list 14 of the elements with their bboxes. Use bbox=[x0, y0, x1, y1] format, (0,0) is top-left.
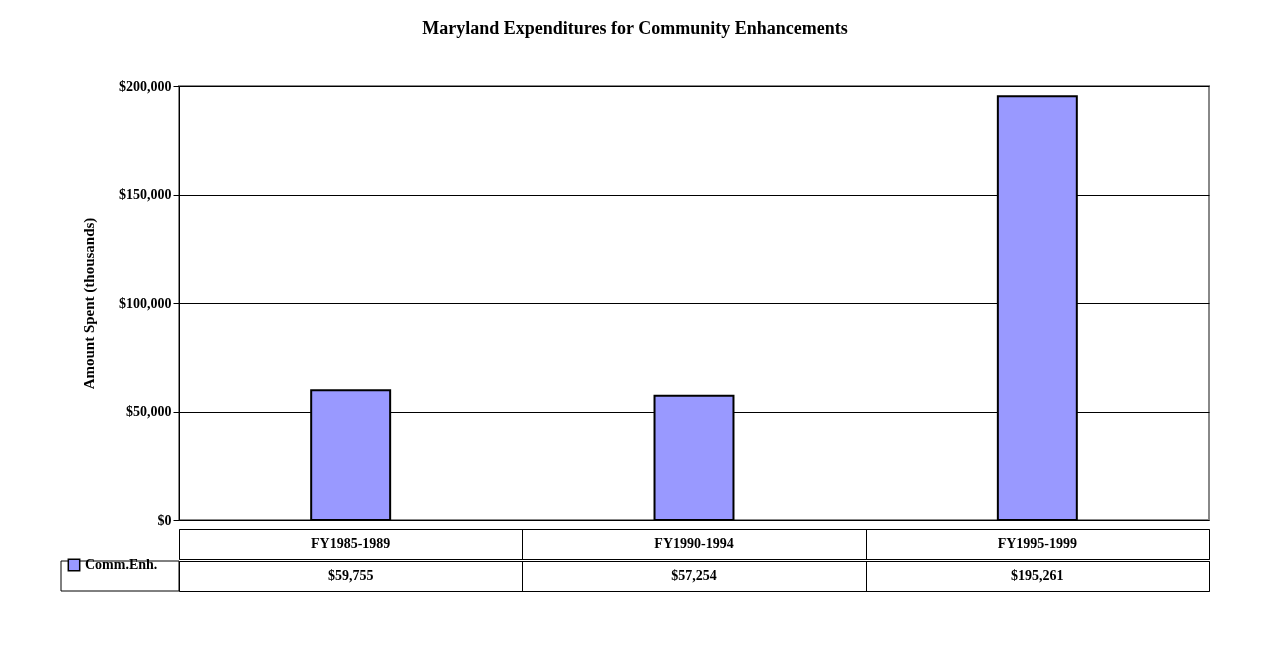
chart-title: Maryland Expenditures for Community Enhancements bbox=[422, 18, 848, 38]
y-tick-label: $150,000 bbox=[119, 187, 172, 202]
y-tick-label: $200,000 bbox=[119, 78, 172, 94]
y-axis-title: Amount Spent (thousands) bbox=[81, 217, 98, 390]
y-tick-label: $100,000 bbox=[119, 295, 172, 311]
data-label: $59,755 bbox=[327, 568, 374, 583]
x-tick-label: FY1990-1994 bbox=[654, 536, 734, 551]
legend-label: Comm.Enh. bbox=[85, 557, 158, 572]
y-tick-label: $50,000 bbox=[126, 404, 172, 419]
data-label: $57,254 bbox=[671, 568, 717, 583]
y-tick-label: $0 bbox=[157, 512, 172, 528]
x-tick-label: FY1985-1989 bbox=[311, 536, 391, 551]
data-label: $195,261 bbox=[1011, 568, 1064, 583]
x-tick-label: FY1995-1999 bbox=[997, 536, 1077, 551]
